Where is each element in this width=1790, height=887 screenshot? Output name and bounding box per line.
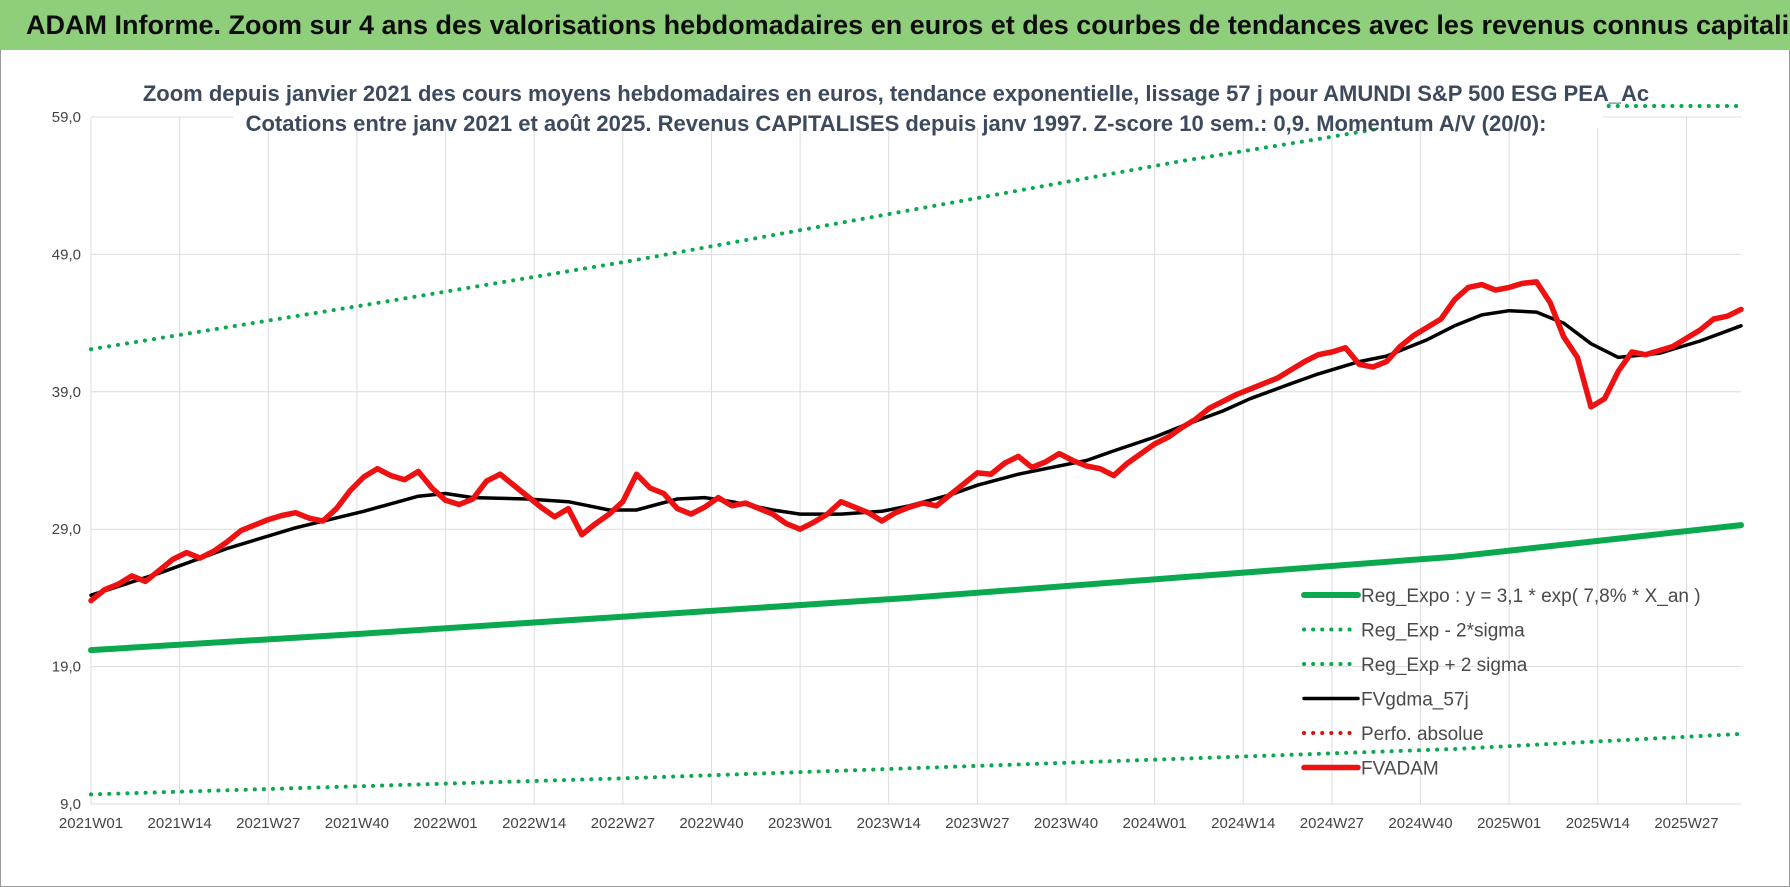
x-tick-label: 2023W27 (945, 815, 1009, 832)
chart-svg: 59,049,039,029,019,09,0 2021W01 2021W14 20… (52, 72, 1744, 832)
x-tick-label: 2022W14 (502, 815, 566, 832)
y-tick-label: 39,0 (52, 384, 81, 401)
series-line-fvgdma-57j (89, 308, 1743, 597)
legend-label: Reg_Exp - 2*sigma (1361, 621, 1525, 642)
x-tick-label: 2022W40 (679, 815, 743, 832)
chart-subtitle: Cotations entre janv 2021 et août 2025. … (246, 111, 1547, 136)
x-tick-label: 2021W14 (148, 815, 212, 832)
series-line-reg-expo-y-3-1-exp-7-8-x-an (88, 522, 1744, 654)
x-axis-ticks: 2021W01 2021W14 2021W27 2021W40 2022W01 2022W… (59, 815, 1719, 832)
x-tick-label: 2025W01 (1477, 815, 1541, 832)
series-line-fvadam (88, 279, 1744, 604)
chart-series (88, 104, 1744, 797)
x-tick-label: 2023W14 (857, 815, 921, 832)
x-tick-label: 2025W14 (1566, 815, 1630, 832)
legend-label: FVgdma_57j (1361, 690, 1469, 711)
x-tick-label: 2021W01 (59, 815, 123, 832)
x-tick-label: 2024W27 (1300, 815, 1364, 832)
x-tick-label: 2025W27 (1654, 815, 1718, 832)
legend-label: Perfo. absolue (1361, 724, 1484, 745)
y-tick-label: 59,0 (52, 109, 81, 126)
series-line-reg-exp-2-sigma (89, 731, 1743, 797)
y-tick-label: 29,0 (52, 521, 81, 538)
x-tick-label: 2021W40 (325, 815, 389, 832)
legend-label: Reg_Exp + 2 sigma (1361, 655, 1528, 676)
x-tick-label: 2022W27 (591, 815, 655, 832)
chart-legend: Reg_Expo : y = 3,1 * exp( 7,8% * X_an ) R… (1301, 586, 1701, 780)
x-tick-label: 2023W40 (1034, 815, 1098, 832)
x-tick-label: 2022W01 (413, 815, 477, 832)
title-backdrop (233, 72, 1603, 128)
y-tick-label: 9,0 (60, 796, 81, 813)
x-tick-label: 2023W01 (768, 815, 832, 832)
y-tick-label: 19,0 (52, 659, 81, 676)
report-banner: ADAM Informe. Zoom sur 4 ans des valoris… (0, 0, 1790, 50)
y-axis-ticks: 59,0 49,0 39,0 29,0 19,0 9,0 (52, 109, 81, 813)
report-title: ADAM Informe. Zoom sur 4 ans des valoris… (26, 10, 1790, 40)
legend-label: FVADAM (1361, 759, 1439, 780)
x-tick-label: 2024W01 (1123, 815, 1187, 832)
chart-grid (90, 116, 1741, 805)
x-tick-label: 2021W27 (236, 815, 300, 832)
chart-frame: 59,0 49,0 39,0 29,0 19,0 9,0 2021W01 2021W14 20… (0, 50, 1790, 887)
x-tick-label: 2024W14 (1211, 815, 1275, 832)
x-tick-label: 2024W40 (1388, 815, 1452, 832)
y-tick-label: 49,0 (52, 246, 81, 263)
chart-title: Zoom depuis janvier 2021 des cours moyen… (143, 81, 1649, 106)
legend-label: Reg_Expo : y = 3,1 * exp( 7,8% * X_an ) (1361, 586, 1701, 607)
